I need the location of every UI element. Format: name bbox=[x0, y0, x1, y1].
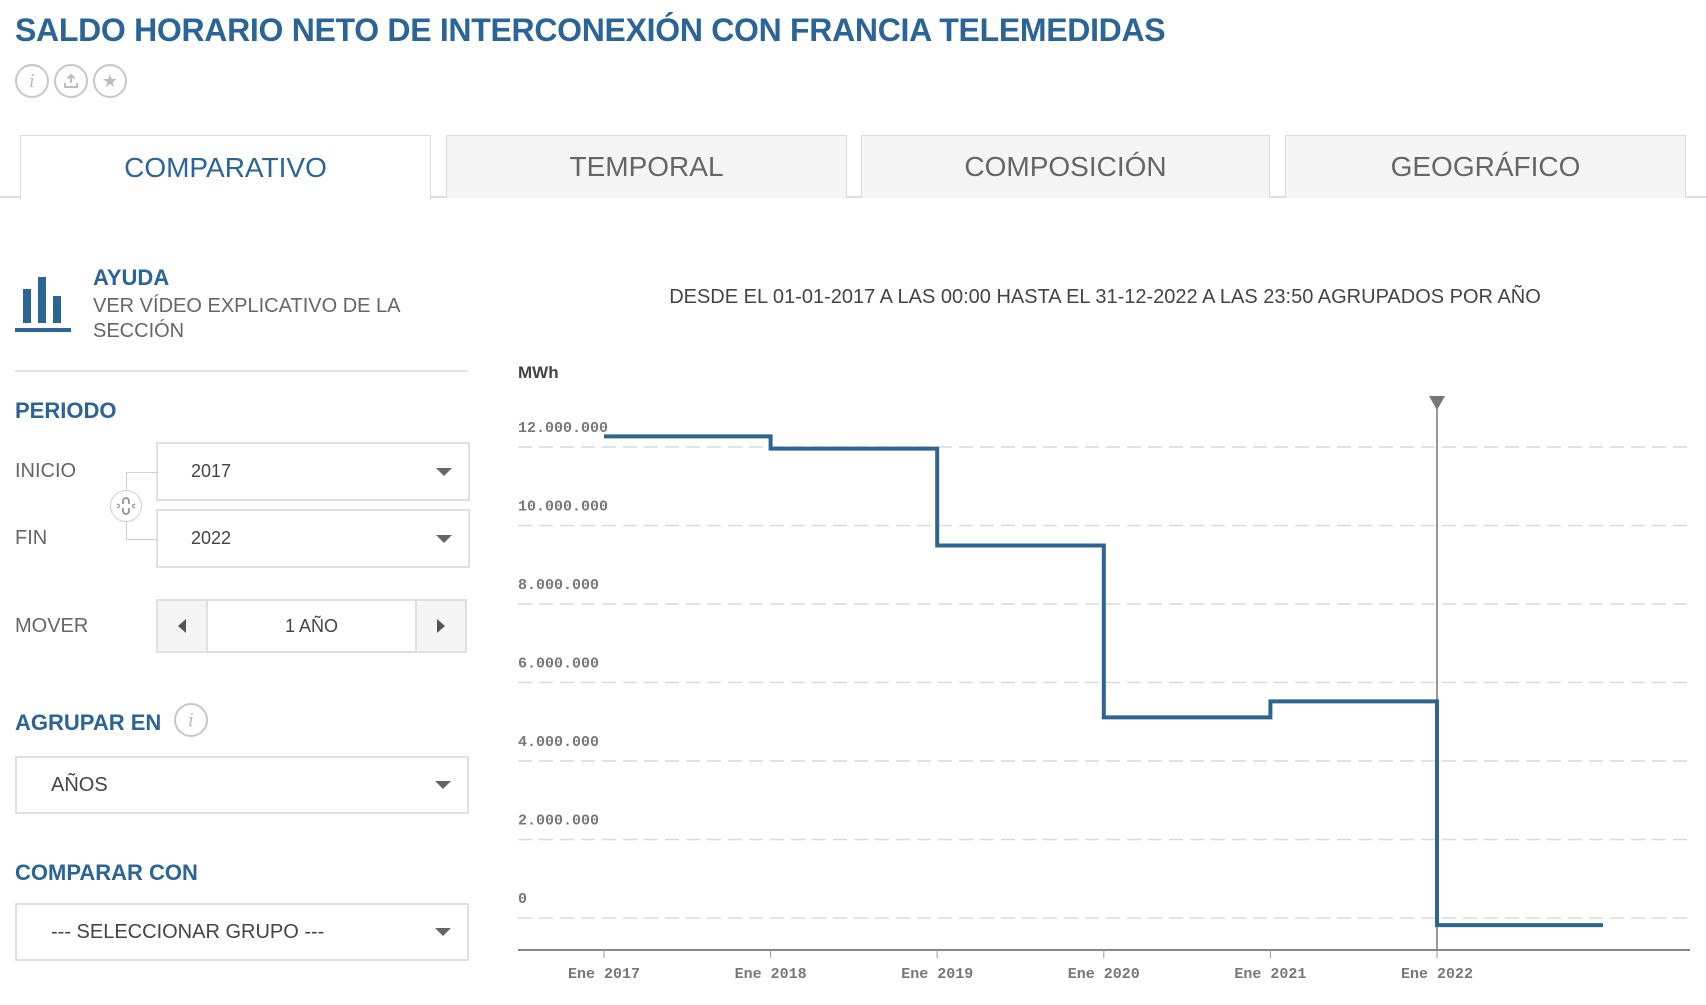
help-title: AYUDA bbox=[93, 265, 170, 290]
bar-chart-icon bbox=[15, 277, 71, 332]
help-subtitle: VER VÍDEO EXPLICATIVO DE LA SECCIÓN bbox=[93, 295, 400, 342]
y-tick-label: 4.000.000 bbox=[518, 734, 599, 751]
unlink-icon[interactable] bbox=[110, 490, 142, 522]
y-tick-label: 2.000.000 bbox=[518, 813, 599, 830]
chevron-down-icon bbox=[435, 928, 451, 936]
compare-value: --- SELECCIONAR GRUPO --- bbox=[51, 920, 325, 943]
y-tick-label: 8.000.000 bbox=[518, 577, 599, 594]
divider bbox=[15, 370, 468, 372]
compare-select[interactable]: --- SELECCIONAR GRUPO --- bbox=[15, 903, 469, 961]
tab-comparativo[interactable]: COMPARATIVO bbox=[20, 135, 431, 200]
x-tick-label: Ene 2017 bbox=[568, 966, 640, 983]
x-tick-label: Ene 2022 bbox=[1401, 966, 1473, 983]
move-value: 1 AÑO bbox=[206, 601, 417, 651]
tab-geografico[interactable]: GEOGRÁFICO bbox=[1285, 135, 1686, 198]
x-tick-label: Ene 2020 bbox=[1068, 966, 1140, 983]
x-tick-label: Ene 2018 bbox=[735, 966, 807, 983]
x-tick-label: Ene 2019 bbox=[901, 966, 973, 983]
move-back-button[interactable] bbox=[158, 601, 206, 651]
y-axis-unit: MWh bbox=[518, 363, 559, 382]
start-year-value: 2017 bbox=[191, 461, 232, 481]
help-link[interactable]: AYUDA VER VÍDEO EXPLICATIVO DE LA SECCIÓ… bbox=[15, 265, 433, 344]
view-tabs: COMPARATIVO TEMPORAL COMPOSICIÓN GEOGRÁF… bbox=[0, 135, 1706, 200]
chevron-down-icon bbox=[436, 534, 452, 543]
end-year-select[interactable]: 2022 bbox=[156, 509, 470, 568]
end-label: FIN bbox=[15, 527, 48, 549]
star-icon[interactable]: ★ bbox=[93, 64, 127, 98]
y-axis-labels: 0 2.000.000 4.000.000 6.000.000 8.000.000 10.… bbox=[518, 420, 608, 908]
marker-triangle-icon bbox=[1429, 396, 1445, 410]
tab-temporal[interactable]: TEMPORAL bbox=[446, 135, 847, 198]
end-year-value: 2022 bbox=[191, 528, 232, 548]
y-tick-label: 6.000.000 bbox=[518, 656, 599, 673]
chevron-down-icon bbox=[435, 781, 451, 789]
x-axis-ticks: Ene 2017 Ene 2018 Ene 2019 Ene 2020 Ene 2021… bbox=[568, 950, 1473, 983]
y-tick-label: 12.000.000 bbox=[518, 420, 608, 437]
download-icon[interactable] bbox=[54, 64, 88, 98]
y-tick-label: 10.000.000 bbox=[518, 499, 608, 516]
page-title: SALDO HORARIO NETO DE INTERCONEXIÓN CON … bbox=[15, 12, 1166, 48]
tab-composicion[interactable]: COMPOSICIÓN bbox=[861, 135, 1270, 198]
chart-subtitle: DESDE EL 01-01-2017 A LAS 00:00 HASTA EL… bbox=[669, 286, 1541, 308]
group-value: AÑOS bbox=[51, 773, 108, 796]
x-tick-label: Ene 2021 bbox=[1234, 966, 1306, 983]
group-info-icon[interactable]: i bbox=[174, 703, 208, 737]
y-tick-label: 0 bbox=[518, 891, 527, 908]
start-year-select[interactable]: 2017 bbox=[156, 442, 470, 501]
move-forward-button[interactable] bbox=[417, 601, 465, 651]
chevron-down-icon bbox=[436, 467, 452, 476]
period-label: PERIODO bbox=[15, 398, 117, 423]
move-label: MOVER bbox=[15, 615, 89, 637]
info-icon[interactable]: i bbox=[15, 64, 49, 98]
data-series-line bbox=[604, 434, 1603, 928]
title-actions: i ★ bbox=[15, 64, 127, 98]
move-stepper: 1 AÑO bbox=[156, 599, 467, 653]
caret-right-icon bbox=[437, 619, 445, 633]
group-label: AGRUPAR EN bbox=[15, 710, 162, 735]
group-select[interactable]: AÑOS bbox=[15, 756, 469, 814]
start-label: INICIO bbox=[15, 460, 77, 482]
compare-label: COMPARAR CON bbox=[15, 860, 198, 885]
caret-left-icon bbox=[178, 619, 186, 633]
grid-lines bbox=[518, 446, 1688, 919]
